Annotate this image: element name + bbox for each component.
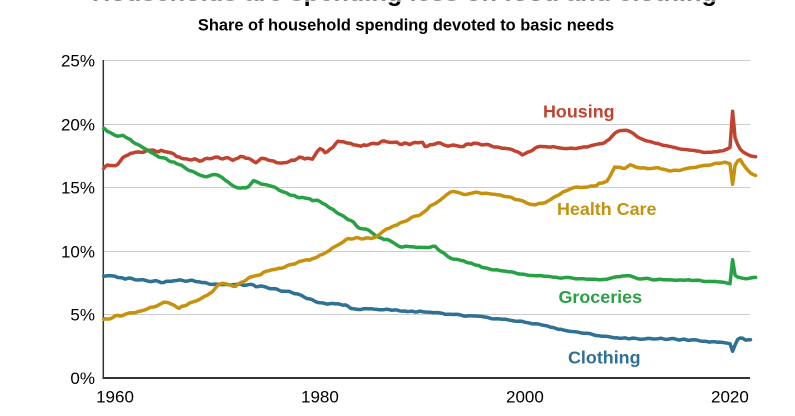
svg-text:1980: 1980 (301, 388, 339, 407)
svg-text:Households are spending less o: Households are spending less on food and… (92, 0, 717, 7)
svg-text:25%: 25% (61, 52, 95, 71)
svg-text:10%: 10% (61, 243, 95, 262)
svg-text:1960: 1960 (96, 388, 134, 407)
svg-text:0%: 0% (70, 369, 95, 388)
svg-text:Housing: Housing (543, 101, 615, 121)
svg-text:5%: 5% (70, 306, 95, 325)
svg-text:Share of household spending de: Share of household spending devoted to b… (198, 16, 614, 34)
svg-text:2000: 2000 (506, 388, 544, 407)
svg-text:Health Care: Health Care (557, 199, 656, 219)
svg-text:2020: 2020 (711, 388, 749, 407)
svg-text:Clothing: Clothing (568, 348, 641, 368)
svg-text:Groceries: Groceries (559, 287, 643, 307)
svg-text:20%: 20% (61, 116, 95, 135)
svg-text:15%: 15% (61, 179, 95, 198)
